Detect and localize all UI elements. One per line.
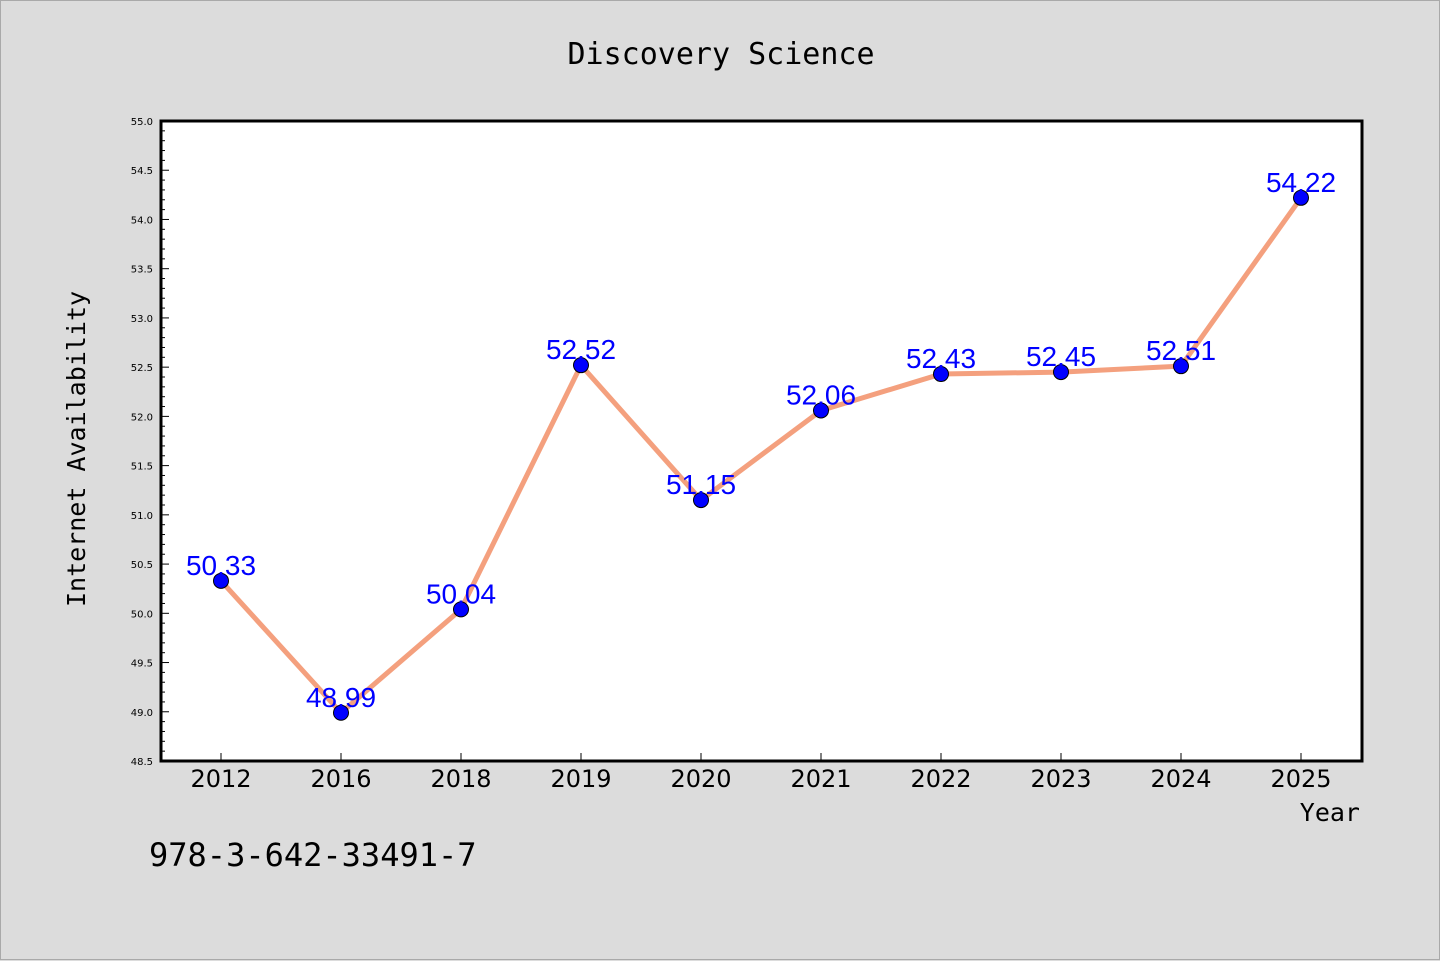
x-tick-label: 2024: [1150, 765, 1211, 793]
y-tick-label: 48.5: [131, 757, 153, 768]
data-point: [693, 492, 709, 509]
data-point: [1053, 364, 1069, 381]
x-tick-label: 2020: [670, 765, 731, 793]
data-label: 50.04: [426, 578, 496, 609]
y-axis-label: Internet Availability: [62, 291, 91, 607]
x-tick-label: 2012: [190, 765, 251, 793]
data-label: 52.06: [786, 379, 856, 410]
data-point: [933, 366, 949, 383]
y-tick-label: 50.5: [131, 560, 153, 571]
series-line: [218, 195, 1304, 716]
x-tick-label: 2018: [430, 765, 491, 793]
data-label: 52.51: [1146, 335, 1216, 366]
data-label: 50.33: [186, 550, 256, 581]
y-tick-label: 54.0: [131, 215, 153, 226]
y-tick-label: 49.0: [131, 708, 153, 719]
y-tick-label: 52.5: [131, 363, 153, 374]
chart-title: Discovery Science: [567, 37, 874, 72]
x-axis-ticks: 2012 2016 2018 2019 2020 2021 2022 2023 2024 2025: [190, 753, 1332, 793]
data-label: 51.15: [666, 469, 736, 500]
x-tick-label: 2023: [1030, 765, 1091, 793]
x-tick-label: 2021: [790, 765, 851, 793]
plot-area: [159, 119, 1364, 763]
data-point: [453, 601, 469, 618]
data-label: 52.43: [906, 343, 976, 374]
y-tick-label: 54.5: [131, 166, 153, 177]
y-tick-label: 49.5: [131, 659, 153, 670]
data-point: [1293, 189, 1309, 206]
x-tick-label: 2016: [310, 765, 371, 793]
y-axis-ticks: 48.5 49.0 49.5 50.0 50.5 51.0 51.5 52.0 52.5 53.0…: [131, 117, 169, 768]
data-label: 48.99: [306, 682, 376, 713]
isbn-footer: 978-3-642-33491-7: [149, 836, 477, 874]
y-tick-label: 51.5: [131, 462, 153, 473]
x-axis-label: Year: [1300, 798, 1360, 827]
y-tick-label: 52.0: [131, 412, 153, 423]
series-line-group: [213, 189, 1309, 721]
x-tick-label: 2025: [1270, 765, 1331, 793]
data-labels-group: 50.33 48.99 50.04 52.52 51.15 52.06 52.43 52.45…: [186, 167, 1336, 713]
y-tick-label: 53.5: [131, 265, 153, 276]
y-tick-label: 55.0: [131, 117, 153, 128]
data-point: [213, 572, 229, 589]
data-point: [333, 704, 349, 721]
data-point: [573, 357, 589, 374]
x-tick-label: 2022: [910, 765, 971, 793]
y-tick-label: 53.0: [131, 314, 153, 325]
y-tick-label: 51.0: [131, 511, 153, 522]
x-tick-label: 2019: [550, 765, 611, 793]
data-label: 52.45: [1026, 341, 1096, 372]
y-tick-label: 50.0: [131, 609, 153, 620]
data-point: [813, 402, 829, 419]
data-point: [1173, 358, 1189, 375]
data-label: 52.52: [546, 334, 616, 365]
data-label: 54.22: [1266, 167, 1336, 198]
